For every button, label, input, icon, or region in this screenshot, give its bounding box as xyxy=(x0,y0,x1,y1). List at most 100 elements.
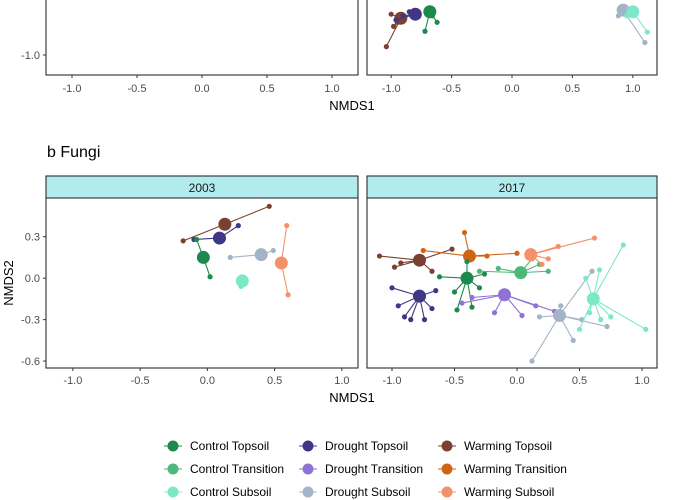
sample-point-drought-subsoil xyxy=(642,39,648,46)
fungi-x-2017-tick-label: -1.0 xyxy=(383,375,402,387)
fungi-x-2003-tick-label: -0.5 xyxy=(131,375,150,387)
sample-point-drought-subsoil xyxy=(529,358,535,364)
fungi-panel-title: b Fungi xyxy=(47,144,100,161)
sample-point-drought-subsoil xyxy=(536,314,543,320)
sample-point-control-topsoil xyxy=(194,236,200,243)
legend: Control Topsoil Drought Topsoil Warming To… xyxy=(164,439,567,499)
sample-point-control-topsoil xyxy=(476,285,483,291)
top-y-tick-label: -1.0 xyxy=(21,50,40,62)
sample-point-control-topsoil xyxy=(481,271,488,277)
sample-point-warming-subsoil xyxy=(539,261,545,267)
spider-line-control-subsoil xyxy=(592,244,624,300)
top-right-marks xyxy=(383,3,650,50)
centroid-warming-topsoil xyxy=(218,217,232,231)
legend-label-warming-subsoil: Warming Subsoil xyxy=(464,485,554,499)
sample-point-drought-transition xyxy=(469,294,475,301)
top-x-2003-tick-label: 0.0 xyxy=(194,83,209,95)
fungi-x-2003-tick-label: 0.5 xyxy=(267,375,282,387)
strip-2017-label: 2017 xyxy=(499,181,526,195)
fungi-y-axis-title: NMDS2 xyxy=(1,260,16,306)
legend-label-warming-topsoil: Warming Topsoil xyxy=(464,439,552,453)
legend-key-dot-control-transition xyxy=(167,463,179,475)
sample-point-drought-topsoil xyxy=(421,317,428,323)
top-x-2017-tick-label: 0.0 xyxy=(504,83,519,95)
sample-point-drought-topsoil xyxy=(433,288,439,294)
sample-point-drought-subsoil xyxy=(570,337,576,343)
legend-key-dot-control-subsoil xyxy=(167,486,179,498)
top-x-2003-tick-label: 0.5 xyxy=(259,83,274,95)
sample-point-control-subsoil xyxy=(583,275,589,281)
fungi-y-tick-label: 0.3 xyxy=(25,232,40,244)
sample-point-warming-topsoil xyxy=(388,11,394,17)
sample-point-control-transition xyxy=(495,265,501,272)
legend-label-control-subsoil: Control Subsoil xyxy=(190,485,271,499)
top-x-2017-tick-label: -0.5 xyxy=(442,83,461,95)
panel-2003-marks xyxy=(180,203,291,298)
fungi-y-tick-label: -0.6 xyxy=(21,356,40,368)
legend-key-dot-warming-topsoil xyxy=(441,440,453,452)
centroid-drought-topsoil xyxy=(413,289,426,303)
legend-label-control-transition: Control Transition xyxy=(190,462,284,476)
centroid-drought-topsoil xyxy=(212,231,226,245)
sample-point-drought-subsoil xyxy=(558,303,564,309)
panel-2017-frame xyxy=(366,197,658,369)
spider-line-control-transition xyxy=(479,270,521,274)
legend-key-dot-drought-subsoil xyxy=(302,486,314,498)
sample-point-control-topsoil xyxy=(422,28,428,34)
fungi-x-2017-tick-label: 0.5 xyxy=(572,375,587,387)
sample-point-drought-subsoil xyxy=(604,323,610,330)
sample-point-warming-topsoil xyxy=(391,264,398,270)
spider-line-warming-topsoil xyxy=(379,255,420,261)
sample-point-drought-transition xyxy=(533,303,539,309)
fungi-x-2017-tick-label: 0.0 xyxy=(509,375,524,387)
fungi-x-2017-tick-label: -0.5 xyxy=(445,375,464,387)
sample-point-control-subsoil xyxy=(620,242,626,248)
sample-point-drought-topsoil xyxy=(429,305,435,312)
sample-point-warming-topsoil xyxy=(390,23,397,29)
sample-point-drought-topsoil xyxy=(408,317,414,323)
sample-point-warming-topsoil xyxy=(376,253,383,259)
centroid-control-topsoil xyxy=(196,250,210,264)
fungi-x-ticks-2003: -1.0 -0.5 0.0 0.5 1.0 xyxy=(63,368,350,387)
fungi-y-tick-label: 0.0 xyxy=(25,273,40,285)
sample-point-control-transition xyxy=(476,268,483,274)
centroid-control-subsoil xyxy=(586,292,600,306)
spider-line-warming-topsoil xyxy=(224,205,270,225)
sample-point-drought-subsoil xyxy=(270,247,276,254)
top-x-axis-title: NMDS1 xyxy=(329,98,375,113)
sample-point-warming-subsoil xyxy=(284,223,290,229)
top-x-2017-tick-label: 0.5 xyxy=(565,83,580,95)
sample-point-warming-topsoil xyxy=(449,246,455,252)
fungi-x-2003-tick-label: 1.0 xyxy=(334,375,349,387)
centroid-drought-topsoil xyxy=(408,7,422,21)
panel-2017-marks xyxy=(376,229,649,364)
sample-point-control-topsoil xyxy=(451,289,458,295)
top-x-2017-tick-label: -1.0 xyxy=(382,83,401,95)
centroid-control-subsoil xyxy=(235,274,249,288)
spider-line-warming-topsoil xyxy=(182,223,226,242)
fungi-x-2017-tick-label: 1.0 xyxy=(634,375,649,387)
sample-point-warming-subsoil xyxy=(285,292,291,298)
sample-point-control-subsoil xyxy=(643,326,649,332)
sample-point-warming-topsoil xyxy=(383,44,389,50)
legend-label-control-topsoil: Control Topsoil xyxy=(190,439,269,453)
sample-point-drought-transition xyxy=(491,310,498,316)
sample-point-warming-transition xyxy=(514,250,520,256)
top-x-ticks-left: -1.0 -0.5 0.0 0.5 1.0 xyxy=(63,75,340,95)
centroid-control-transition xyxy=(514,266,528,280)
top-x-ticks-right: -1.0 -0.5 0.0 0.5 1.0 xyxy=(382,75,640,95)
sample-point-control-transition xyxy=(545,268,551,274)
sample-point-drought-subsoil xyxy=(227,254,233,261)
sample-point-control-topsoil xyxy=(207,274,213,280)
spider-line-control-subsoil xyxy=(592,298,647,330)
spider-line-drought-transition xyxy=(504,294,555,312)
top-x-2003-tick-label: -0.5 xyxy=(128,83,147,95)
sample-point-control-topsoil xyxy=(436,274,443,280)
sample-point-control-subsoil xyxy=(596,267,603,273)
sample-point-warming-subsoil xyxy=(555,243,561,249)
sample-point-drought-topsoil xyxy=(395,303,401,309)
centroid-control-subsoil xyxy=(626,5,640,19)
legend-key-dot-drought-transition xyxy=(302,463,314,475)
legend-key-dot-drought-topsoil xyxy=(302,440,314,452)
